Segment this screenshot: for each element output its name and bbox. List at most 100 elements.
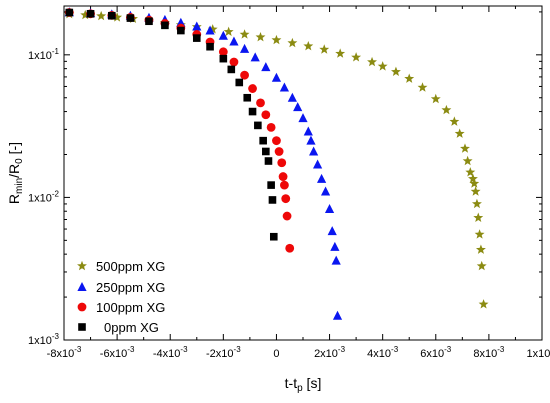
data-point: [478, 299, 489, 309]
y-axis-title: Rmin/R0 [-]: [6, 142, 25, 204]
legend-triangle-marker: [77, 282, 87, 291]
data-point: [335, 48, 346, 58]
data-point: [476, 260, 487, 271]
y-axis: 1x10-3 1x10-2 1x10-1: [28, 11, 542, 347]
data-point: [391, 66, 401, 77]
data-point: [303, 40, 314, 51]
data-point: [177, 26, 185, 35]
data-point: [264, 157, 273, 165]
data-point: [441, 104, 452, 115]
legend-item-100ppm: 100ppm XG: [77, 300, 165, 315]
data-point: [465, 167, 476, 177]
data-point: [112, 12, 123, 22]
data-point: [235, 78, 244, 87]
x-tick-label: -4x10-3: [153, 345, 188, 360]
data-point: [319, 44, 330, 54]
x-tick-label: 0: [273, 348, 279, 360]
data-point: [207, 24, 218, 34]
data-point: [306, 135, 316, 145]
data-point: [266, 122, 276, 132]
legend-label-250ppm: 250ppm XG: [96, 280, 165, 295]
data-point: [205, 25, 215, 35]
data-point: [271, 34, 282, 45]
data-point: [316, 173, 327, 183]
x-tick-label: -2x10-3: [206, 345, 241, 360]
data-point: [161, 21, 169, 30]
legend-circle-marker: [77, 302, 87, 312]
data-point: [462, 155, 473, 166]
data-point: [192, 21, 202, 31]
data-point: [293, 102, 303, 112]
data-point: [278, 172, 288, 181]
data-point: [248, 107, 257, 116]
legend-label-0ppm: 0ppm XG: [104, 320, 159, 335]
data-point: [239, 43, 250, 53]
x-tick-label: 6x10-3: [420, 345, 452, 360]
data-point: [474, 229, 485, 239]
data-point: [86, 9, 95, 18]
data-point: [331, 255, 341, 265]
data-point: [219, 54, 228, 63]
data-point: [287, 92, 297, 102]
x-tick-label: -6x10-3: [100, 345, 135, 360]
data-point: [449, 116, 460, 126]
data-point: [313, 159, 323, 169]
data-point: [468, 173, 478, 184]
legend-label-100ppm: 100ppm XG: [96, 300, 165, 315]
data-point: [287, 37, 298, 48]
data-point: [229, 36, 239, 46]
data-point: [255, 31, 266, 42]
legend-label-500ppm: 500ppm XG: [96, 259, 165, 274]
y-tick-label: 1x10-2: [28, 189, 60, 204]
data-point: [250, 52, 260, 62]
data-point: [239, 29, 250, 39]
data-point: [254, 121, 262, 130]
data-point: [470, 186, 481, 196]
data-point: [269, 232, 278, 241]
data-point: [332, 310, 343, 320]
data-point: [272, 136, 281, 146]
legend-star-marker: [77, 260, 87, 271]
data-point: [261, 110, 271, 120]
data-point: [206, 42, 214, 51]
legend-symbol: [77, 302, 87, 312]
data-point: [262, 147, 270, 156]
data-point: [80, 9, 91, 20]
data-point: [377, 61, 388, 71]
legend-item-500ppm: 500ppm XG: [77, 259, 165, 274]
y-tick-label: 1x10-1: [28, 47, 60, 62]
legend-symbol: [77, 260, 87, 271]
data-point: [460, 143, 470, 153]
x-axis: -8x10-3 -6x10-3 -4x10-3 -2x10-3 0 2x10-3 4x10-…: [47, 6, 550, 360]
data-point: [430, 93, 441, 104]
series-star: [64, 8, 489, 309]
x-tick-label: 2x10-3: [314, 345, 346, 360]
series-square: [65, 8, 278, 241]
data-point: [367, 56, 377, 67]
x-tick-label: 1x10-2: [527, 345, 550, 360]
data-point: [454, 128, 465, 138]
legend-square-marker: [78, 323, 86, 331]
data-point: [473, 212, 484, 222]
data-point: [248, 84, 257, 93]
legend-item-0ppm: 0ppm XG: [78, 320, 159, 335]
data-point: [218, 30, 228, 40]
data-point: [65, 8, 74, 17]
data-point: [261, 62, 271, 72]
data-point: [281, 194, 291, 204]
data-point: [303, 126, 313, 136]
legend-item-250ppm: 250ppm XG: [77, 280, 165, 295]
data-point: [282, 211, 292, 221]
data-point: [192, 34, 201, 42]
data-point: [274, 147, 284, 156]
data-point: [404, 73, 415, 83]
x-tick-label: -8x10-3: [47, 345, 82, 360]
data-point: [330, 241, 340, 251]
data-point: [108, 11, 116, 20]
data-point: [145, 17, 153, 26]
data-point: [471, 198, 482, 209]
x-tick-label: 4x10-3: [367, 345, 399, 360]
y-tick-label: 1x10-3: [28, 332, 60, 347]
data-point: [320, 186, 331, 196]
